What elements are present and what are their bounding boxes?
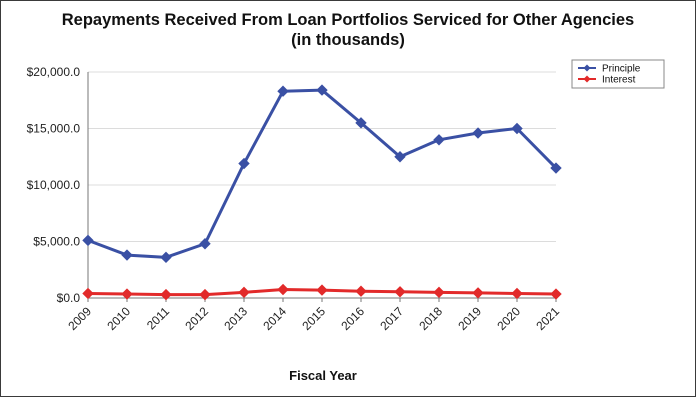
data-point [121,288,133,300]
data-point [277,85,289,97]
x-tick-label: 2019 [455,304,484,333]
y-tick-label: $0.0 [57,291,81,305]
series-layer [82,84,562,301]
x-tick-label: 2017 [377,304,406,333]
data-point [277,283,289,296]
y-tick-label: $20,000.0 [27,65,81,79]
data-point [82,234,94,247]
legend-label: Interest [602,75,636,86]
x-tick-label: 2020 [494,304,523,333]
data-point [433,286,445,299]
data-point [199,238,211,250]
chart-title: Repayments Received From Loan Portfolios… [61,11,635,29]
x-tick-label: 2013 [221,304,250,333]
legend-label: Principle [602,64,641,75]
y-tick-labels: $0.0 $5,000.0 $10,000.0 $15,000.0 $20,000.0 [27,65,81,305]
data-point [316,284,328,296]
data-point [472,127,484,139]
data-point [238,157,250,170]
data-point [394,286,406,298]
data-point [550,162,562,174]
grid-lines [88,71,556,242]
legend-box [571,59,665,89]
x-tick-label: 2016 [338,304,367,333]
data-point [511,287,523,300]
x-tick-labels: 2009 2010 2011 2012 2013 2014 2015 2016 2017 2018… [65,304,562,333]
data-point [433,134,445,146]
data-point [394,151,406,163]
series-line [87,88,558,259]
data-point [121,249,133,261]
y-tick-label: $10,000.0 [27,178,81,192]
data-point [355,285,367,297]
x-tick-label: 2015 [299,304,328,333]
data-point [316,84,328,96]
data-point [550,288,562,300]
data-point [199,288,211,301]
data-point [511,122,523,135]
x-tick-label: 2009 [65,304,94,333]
chart-title-block: Repayments Received From Loan Portfolios… [0,10,696,50]
x-tick-label: 2011 [144,304,172,332]
x-tick-label: 2012 [182,304,211,333]
chart-subtitle: (in thousands) [291,31,405,49]
data-point [160,288,172,301]
data-point [472,287,484,299]
x-tick-label: 2018 [416,304,445,333]
y-tick-label: $15,000.0 [27,122,81,136]
legend-swatch-marker [583,75,591,83]
legend-swatch-marker [583,64,591,72]
data-point [160,251,172,264]
x-axis-label: Fiscal Year [289,368,357,383]
legend-item-interest: Interest [578,75,636,86]
series-principle [82,84,562,264]
data-point [238,286,250,299]
series-interest [82,283,562,301]
data-point [355,117,367,129]
x-tick-label: 2014 [260,304,289,333]
axes [87,72,557,302]
y-tick-label: $5,000.0 [33,235,80,249]
data-point [82,287,94,300]
legend-item-principle: Principle [578,64,641,75]
x-tick-label: 2021 [533,304,562,333]
x-tick-label: 2010 [104,304,133,333]
